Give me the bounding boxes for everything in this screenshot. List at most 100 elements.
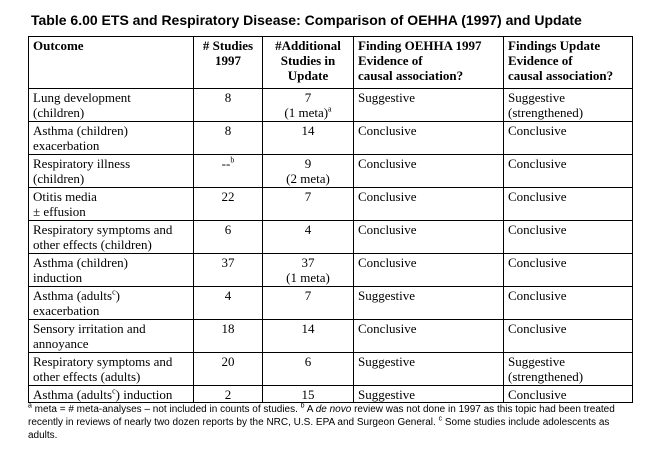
table-cell: 7 <box>262 187 354 221</box>
cell-line: # Studies <box>202 38 254 53</box>
cell-line: Asthma (children) <box>33 255 128 270</box>
table-cell: 4 <box>193 286 263 320</box>
cell-line: 7 <box>304 189 312 204</box>
cell-line: Conclusive <box>358 156 417 171</box>
footnote-marker: a <box>28 402 32 410</box>
header-cell: # Studies 1997 <box>193 36 263 89</box>
table-cell: --b <box>193 154 263 188</box>
cell-line: Evidence of <box>358 53 423 68</box>
table-cell: Conclusive <box>353 319 504 353</box>
cell-line: 22 <box>221 189 235 204</box>
cell-line: Respiratory illness <box>33 156 131 171</box>
table-cell: Asthma (children) induction <box>28 253 194 287</box>
table-cell: Conclusive <box>353 253 504 287</box>
table-cell: Respiratory illness (children) <box>28 154 194 188</box>
cell-line: 8 <box>224 123 232 138</box>
footnote-text: Some studies include adolescents as adul… <box>28 417 610 441</box>
footnote-italic: de novo <box>315 404 352 415</box>
table-row: Sensory irritation and annoyance 18 14 Concl… <box>28 319 633 353</box>
table-cell: Conclusive <box>503 253 633 287</box>
table-cell: 14 <box>262 121 354 155</box>
table-cell: 14 <box>262 319 354 353</box>
cell-line: Findings Update <box>508 38 601 53</box>
cell-line: Conclusive <box>508 288 567 303</box>
table-cell: Conclusive <box>353 121 504 155</box>
table-cell: Asthma (children) exacerbation <box>28 121 194 155</box>
table-row: Asthma (adultsc) exacerbation 4 7 Suggestive… <box>28 286 633 320</box>
table-cell: Respiratory symptoms and other effects (a… <box>28 352 194 386</box>
cell-line: 18 <box>221 321 235 336</box>
cell-line: 14 <box>301 123 315 138</box>
cell-line: Respiratory symptoms and <box>33 222 173 237</box>
table-title: Table 6.00 ETS and Respiratory Disease: … <box>31 12 582 28</box>
footnote-text: review was not done in 1997 as this topi… <box>28 404 615 428</box>
cell-line: causal association? <box>358 68 464 83</box>
cell-line: 4 <box>224 288 232 303</box>
cell-line: Sensory irritation and <box>33 321 146 336</box>
cell-line: 37 <box>301 255 315 270</box>
cell-line: Respiratory symptoms and <box>33 354 173 369</box>
cell-line: (strengthened) <box>508 369 584 384</box>
cell-line: Suggestive <box>358 90 416 105</box>
table-cell: Asthma (adultsc) exacerbation <box>28 286 194 320</box>
cell-line: Suggestive <box>358 354 416 369</box>
table-cell: 7 (1 meta)a <box>262 88 354 122</box>
cell-line: other effects (adults) <box>33 369 141 384</box>
cell-line: 9 <box>304 156 312 171</box>
cell-line: --b <box>198 156 258 171</box>
header-cell: Outcome <box>28 36 194 89</box>
table-cell: Suggestive (strengthened) <box>503 352 633 386</box>
table-cell: Suggestive <box>353 385 504 403</box>
table-row: Asthma (children) exacerbation 8 14 Conclusi… <box>28 121 633 155</box>
table-row: Respiratory symptoms and other effects (a… <box>28 352 633 386</box>
cell-line: Conclusive <box>358 123 417 138</box>
table-cell: Lung development (children) <box>28 88 194 122</box>
cell-line: Conclusive <box>358 189 417 204</box>
table-row: Respiratory symptoms and other effects (c… <box>28 220 633 254</box>
cell-text: Asthma (adults <box>33 387 113 402</box>
cell-line: Suggestive <box>508 354 566 369</box>
footnote: a meta = # meta-analyses – not included … <box>28 403 636 442</box>
table-cell: Respiratory symptoms and other effects (c… <box>28 220 194 254</box>
cell-text: Asthma (adults <box>33 288 113 303</box>
table-cell: 6 <box>193 220 263 254</box>
table-cell: 9 (2 meta) <box>262 154 354 188</box>
table-cell: Otitis media ± effusion <box>28 187 194 221</box>
table-cell: 37 (1 meta) <box>262 253 354 287</box>
table-cell: Suggestive <box>353 352 504 386</box>
table-cell: Conclusive <box>353 187 504 221</box>
cell-text: ) <box>115 288 120 303</box>
cell-line: Conclusive <box>358 321 417 336</box>
table-cell: 22 <box>193 187 263 221</box>
table-cell: Sensory irritation and annoyance <box>28 319 194 353</box>
footnote-marker: a <box>328 104 332 114</box>
table-row: Respiratory illness (children) --b 9 (2 meta… <box>28 154 633 188</box>
cell-line: 1997 <box>215 53 241 68</box>
cell-line: Conclusive <box>508 255 567 270</box>
cell-text: ) induction <box>115 387 173 402</box>
cell-line: ± effusion <box>33 204 86 219</box>
cell-line: 8 <box>224 90 232 105</box>
table-cell: 8 <box>193 88 263 122</box>
cell-line: #Additional <box>275 38 341 53</box>
footnote-marker: b <box>230 155 235 165</box>
header-cell: Finding OEHHA 1997 Evidence of causal asso… <box>353 36 504 89</box>
table-cell: Suggestive <box>353 88 504 122</box>
cell-line: 37 <box>221 255 235 270</box>
table-row: Otitis media ± effusion 22 7 Conclusive Concl… <box>28 187 633 221</box>
table-cell: Conclusive <box>503 187 633 221</box>
cell-line: Suggestive <box>358 288 416 303</box>
header-cell: Findings Update Evidence of causal associa… <box>503 36 633 89</box>
cell-line: exacerbation <box>33 138 100 153</box>
cell-line: Conclusive <box>508 189 567 204</box>
cell-line: Suggestive <box>508 90 566 105</box>
cell-line: (2 meta) <box>286 171 330 186</box>
cell-line: Asthma (adultsc) <box>33 288 189 303</box>
footnote-text: meta = # meta-analyses – not included in… <box>31 404 301 415</box>
cell-line: Asthma (adultsc) induction <box>33 387 189 402</box>
cell-line: Evidence of <box>508 53 573 68</box>
table-cell: Conclusive <box>353 220 504 254</box>
cell-line: Update <box>287 68 329 83</box>
cell-line: 7 <box>304 288 312 303</box>
